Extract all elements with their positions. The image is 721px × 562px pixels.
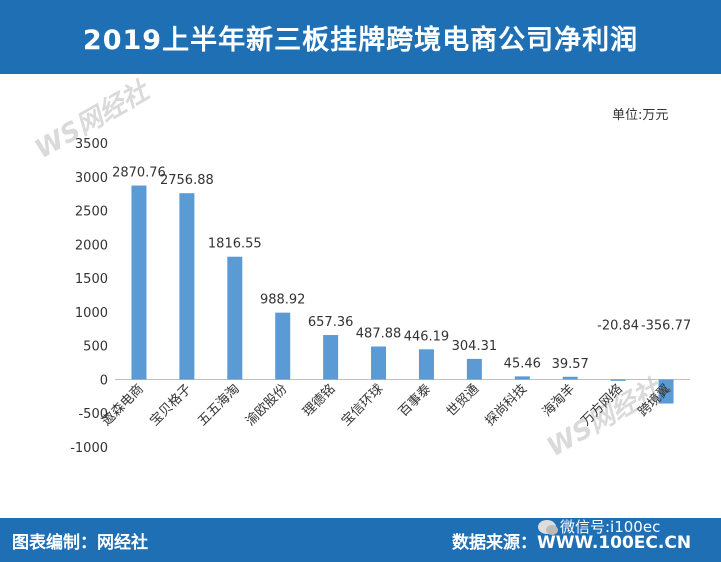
data-label: 2870.76 (112, 166, 166, 181)
bar (562, 376, 578, 380)
data-label: 657.36 (308, 315, 354, 330)
y-tick-label: 1500 (75, 272, 108, 287)
bar (179, 193, 195, 380)
footer-credit: 图表编制：网经社 (12, 533, 148, 553)
bar (466, 358, 482, 380)
category-label: 宝信环球 (339, 382, 386, 429)
data-label: 39.57 (552, 357, 589, 372)
category-label: 万方网络 (578, 381, 626, 429)
category-label: 世贸通 (444, 382, 482, 420)
wechat-handle: 微信号:i100ec (538, 516, 660, 537)
data-label: -356.77 (641, 318, 691, 333)
bar (418, 349, 434, 380)
category-label: 渝欧股份 (242, 381, 290, 429)
wechat-icon (538, 519, 558, 535)
unit-label: 单位:万元 (612, 108, 669, 123)
bar (323, 335, 339, 380)
data-label: 304.31 (452, 339, 498, 354)
category-label: 海淘羊 (539, 381, 578, 420)
y-tick-label: 500 (83, 340, 108, 355)
y-tick-label: 2500 (75, 205, 108, 220)
y-tick-label: 1000 (75, 306, 108, 321)
bar (610, 379, 626, 381)
data-label: 45.46 (504, 356, 541, 371)
data-label: -20.84 (597, 318, 639, 333)
category-label: 五五海淘 (195, 382, 242, 429)
bar-chart: 3500 3000 2500 2000 1500 1000 500 0 -500 -1000 287… (70, 137, 691, 456)
category-label: 宝贝格子 (147, 381, 195, 429)
data-label: 988.92 (260, 293, 306, 308)
category-label: 探尚科技 (483, 382, 530, 429)
footer-source: 数据来源：WWW.100EC.CN (452, 533, 692, 553)
header-bar: 2019上半年新三板挂牌跨境电商公司净利润 (0, 0, 721, 74)
y-tick-label: 0 (100, 373, 108, 388)
bar (514, 376, 530, 380)
y-tick-label: -500 (78, 407, 108, 422)
bar (275, 312, 291, 380)
bar (227, 256, 243, 380)
category-label: 理德铭 (300, 382, 338, 420)
bar (131, 185, 147, 380)
data-label: 1816.55 (208, 237, 262, 252)
bar (658, 379, 674, 404)
bar (371, 346, 387, 380)
data-label: 487.88 (356, 326, 402, 341)
y-tick-label: 3000 (75, 171, 108, 186)
category-label: 遨森电商 (99, 382, 146, 429)
y-tick-label: -1000 (70, 441, 108, 456)
chart-title: 2019上半年新三板挂牌跨境电商公司净利润 (82, 24, 639, 56)
category-label: 百事泰 (396, 382, 434, 420)
data-label: 446.19 (404, 329, 450, 344)
y-tick-label: 3500 (75, 137, 108, 152)
wechat-text: 微信号:i100ec (560, 518, 661, 536)
y-tick-label: 2000 (75, 238, 108, 253)
footer-bar: 图表编制：网经社 数据来源：WWW.100EC.CN (0, 518, 721, 562)
data-label: 2756.88 (160, 173, 214, 188)
